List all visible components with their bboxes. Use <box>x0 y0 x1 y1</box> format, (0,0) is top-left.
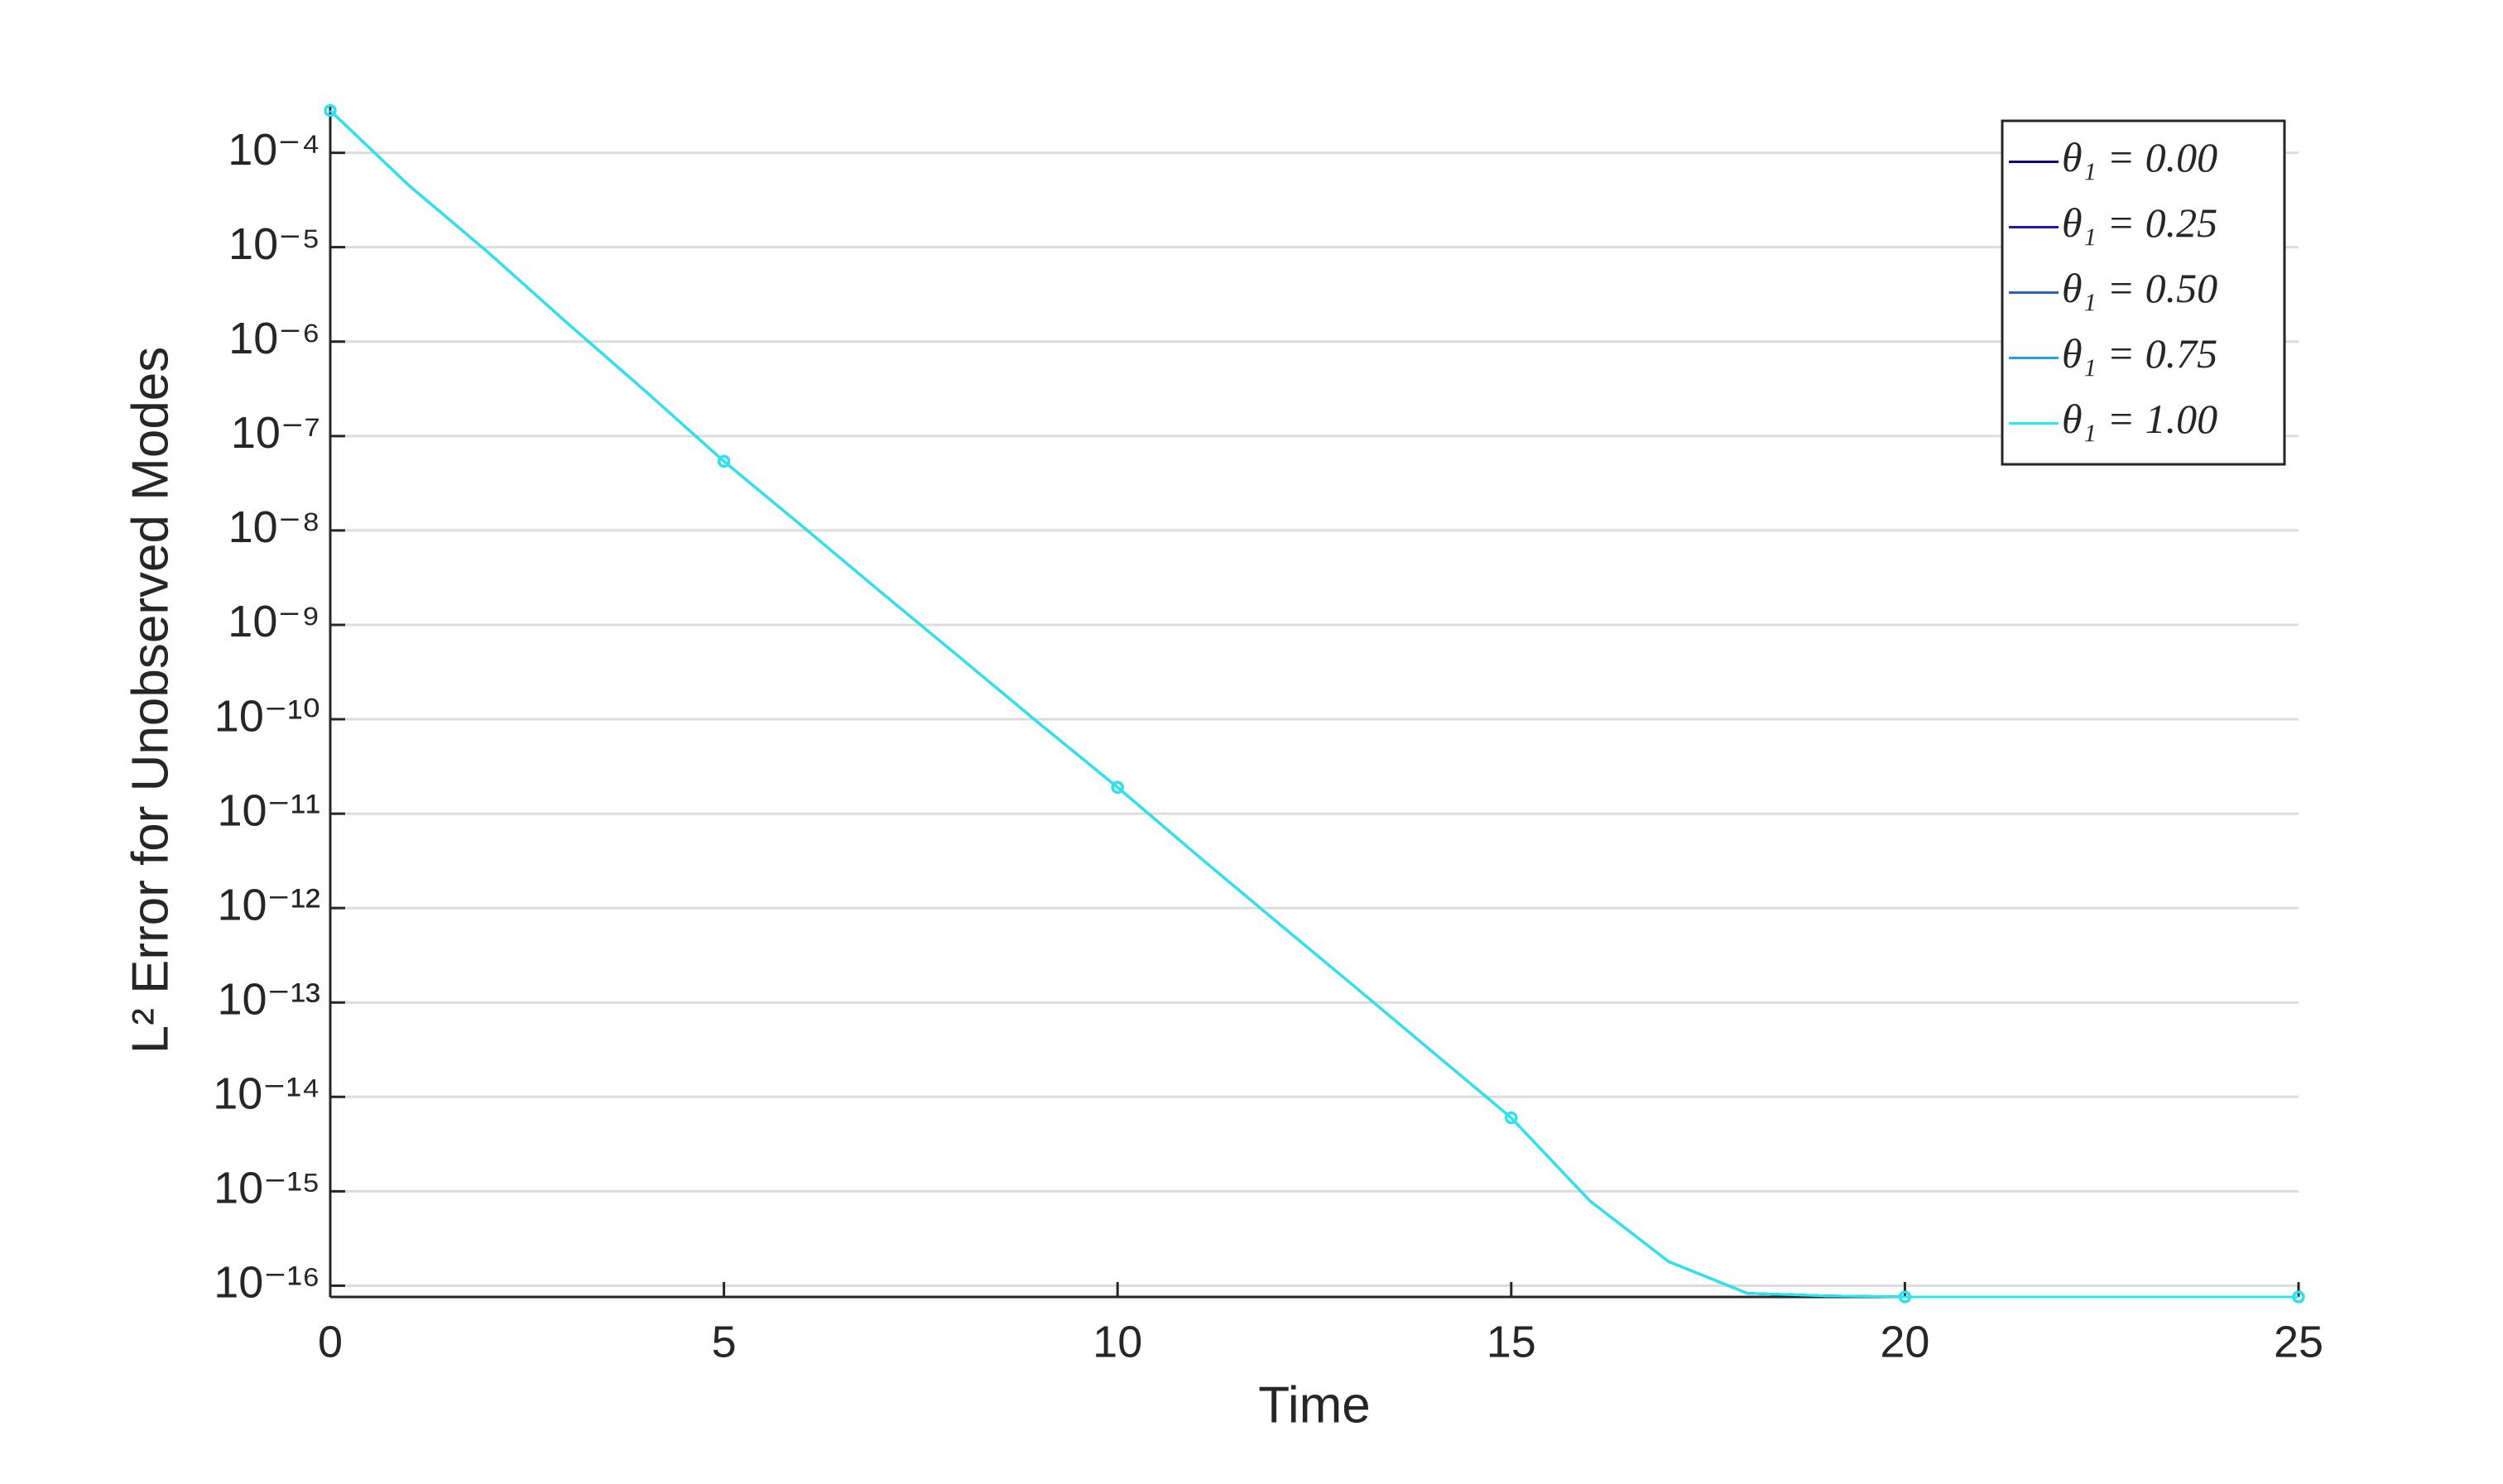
legend-label: θ₁ = 1.00 <box>2062 396 2217 442</box>
point-marker <box>324 104 337 118</box>
y-tick-label: 10⁻⁴ <box>228 125 320 175</box>
legend-label: θ₁ = 0.50 <box>2062 265 2217 311</box>
y-tick-label: 10⁻⁶ <box>228 314 320 363</box>
x-tick-label: 0 <box>318 1317 343 1366</box>
x-tick-label: 10 <box>1093 1317 1142 1366</box>
legend-label: θ₁ = 0.00 <box>2062 134 2217 180</box>
y-tick-label: 10⁻¹⁴ <box>213 1069 320 1119</box>
y-tick-label: 10⁻⁷ <box>231 408 320 458</box>
y-tick-label: 10⁻¹² <box>217 880 320 929</box>
y-tick-label: 10⁻⁹ <box>228 597 320 646</box>
point-marker <box>1111 780 1124 794</box>
series-line <box>329 109 2299 1299</box>
x-tick-label: 25 <box>2274 1317 2323 1366</box>
y-tick-label: 10⁻¹⁵ <box>214 1164 320 1213</box>
y-tick-label: 10⁻¹¹ <box>217 785 320 835</box>
y-axis-title: L² Error for Unobserved Modes <box>122 347 179 1054</box>
y-tick-label: 10⁻⁵ <box>228 219 320 269</box>
point-marker <box>2292 1290 2305 1304</box>
y-tick-label: 10⁻¹⁶ <box>214 1258 320 1308</box>
legend-label: θ₁ = 0.25 <box>2062 199 2217 246</box>
point-marker <box>1898 1290 1911 1304</box>
x-tick-label: 5 <box>712 1317 737 1366</box>
y-tick-label: 10⁻¹³ <box>217 974 320 1024</box>
y-tick-label: 10⁻⁸ <box>228 502 320 552</box>
point-marker <box>1505 1112 1518 1125</box>
point-marker <box>718 454 731 468</box>
x-tick-label: 15 <box>1487 1317 1536 1366</box>
x-axis-title: Time <box>1258 1376 1370 1434</box>
legend-label: θ₁ = 0.75 <box>2062 330 2217 377</box>
x-tick-label: 20 <box>1880 1317 1929 1366</box>
legend: θ₁ = 0.00 θ₁ = 0.25 θ₁ = 0.50 θ₁ = 0.75 θ₁ =… <box>2001 119 2286 466</box>
y-tick-label: 10⁻¹⁰ <box>214 691 320 741</box>
